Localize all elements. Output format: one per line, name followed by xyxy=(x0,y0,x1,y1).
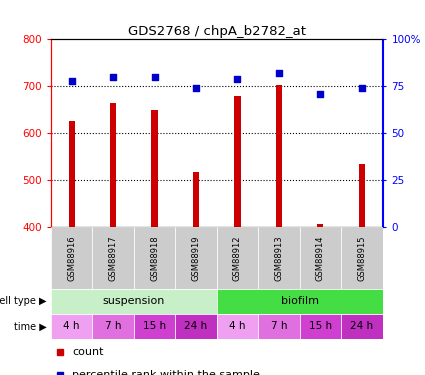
Text: GSM88913: GSM88913 xyxy=(275,235,283,280)
Bar xyxy=(51,227,92,289)
Bar xyxy=(217,227,258,289)
Point xyxy=(68,78,75,84)
Point xyxy=(151,74,158,80)
Bar xyxy=(217,314,258,339)
Bar xyxy=(234,96,241,227)
Bar xyxy=(68,122,75,227)
Bar xyxy=(92,314,134,339)
Bar xyxy=(217,289,382,314)
Point xyxy=(234,76,241,82)
Bar xyxy=(151,110,158,227)
Bar xyxy=(258,314,300,339)
Point xyxy=(110,74,116,80)
Bar xyxy=(258,227,300,289)
Text: GSM88914: GSM88914 xyxy=(316,235,325,280)
Bar xyxy=(317,224,323,227)
Text: 24 h: 24 h xyxy=(184,321,207,332)
Text: GSM88917: GSM88917 xyxy=(109,235,118,280)
Text: biofilm: biofilm xyxy=(280,296,319,306)
Bar xyxy=(134,314,175,339)
Text: 4 h: 4 h xyxy=(229,321,246,332)
Title: GDS2768 / chpA_b2782_at: GDS2768 / chpA_b2782_at xyxy=(128,25,306,38)
Text: percentile rank within the sample: percentile rank within the sample xyxy=(72,370,260,375)
Text: 24 h: 24 h xyxy=(350,321,373,332)
Bar xyxy=(175,314,217,339)
Bar xyxy=(193,172,199,227)
Text: 15 h: 15 h xyxy=(143,321,166,332)
Bar xyxy=(341,227,382,289)
Bar xyxy=(276,85,282,227)
Point xyxy=(193,85,199,91)
Text: GSM88915: GSM88915 xyxy=(357,235,366,280)
Text: GSM88918: GSM88918 xyxy=(150,235,159,280)
Text: GSM88919: GSM88919 xyxy=(192,235,201,280)
Text: 7 h: 7 h xyxy=(105,321,122,332)
Text: GSM88916: GSM88916 xyxy=(67,235,76,280)
Point xyxy=(358,85,365,91)
Bar xyxy=(341,314,382,339)
Text: 4 h: 4 h xyxy=(63,321,80,332)
Bar xyxy=(300,227,341,289)
Bar xyxy=(110,103,116,227)
Point xyxy=(275,70,282,76)
Point xyxy=(317,91,324,97)
Bar xyxy=(51,289,217,314)
Text: time ▶: time ▶ xyxy=(14,321,47,332)
Bar xyxy=(51,314,92,339)
Text: GSM88912: GSM88912 xyxy=(233,235,242,280)
Bar xyxy=(92,227,134,289)
Text: suspension: suspension xyxy=(103,296,165,306)
Text: count: count xyxy=(72,347,104,357)
Bar xyxy=(175,227,217,289)
Text: 7 h: 7 h xyxy=(271,321,287,332)
Bar xyxy=(359,164,365,227)
Bar xyxy=(300,314,341,339)
Bar xyxy=(134,227,175,289)
Text: 15 h: 15 h xyxy=(309,321,332,332)
Text: cell type ▶: cell type ▶ xyxy=(0,296,47,306)
